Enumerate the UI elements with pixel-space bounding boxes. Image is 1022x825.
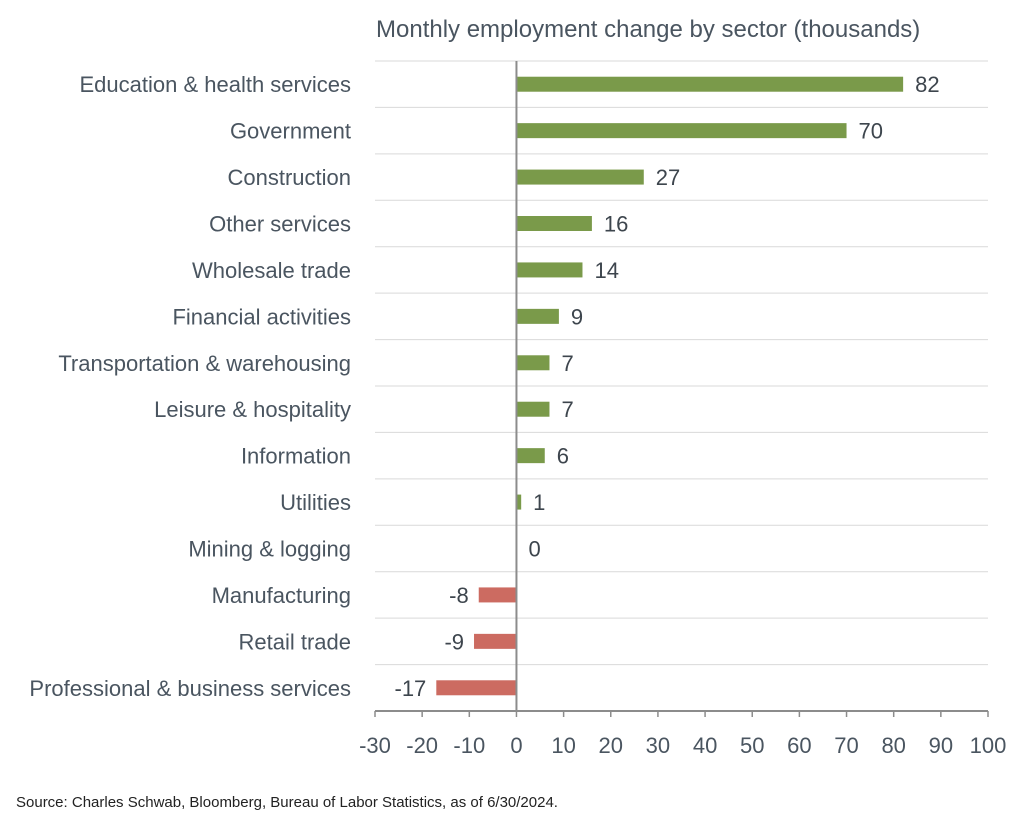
bar (516, 216, 592, 231)
category-label: Leisure & hospitality (154, 397, 351, 422)
bar (436, 680, 517, 696)
category-label: Retail trade (238, 629, 351, 654)
data-label: 70 (859, 119, 883, 144)
category-label: Manufacturing (212, 583, 351, 608)
x-tick-label: 80 (881, 733, 905, 758)
x-tick-label: 40 (693, 733, 717, 758)
data-label: 27 (656, 165, 680, 190)
category-label: Construction (227, 165, 351, 190)
bar (478, 587, 517, 603)
gridlines (375, 60, 988, 666)
category-label: Government (230, 119, 351, 144)
category-label: Utilities (280, 490, 351, 515)
x-tick-label: 70 (834, 733, 858, 758)
bar (516, 448, 545, 464)
data-label: -8 (449, 583, 469, 608)
x-tick-label: 60 (787, 733, 811, 758)
data-label: 7 (561, 397, 573, 422)
source-note: Source: Charles Schwab, Bloomberg, Burea… (16, 794, 558, 811)
bar (474, 633, 517, 649)
category-label: Information (241, 444, 351, 469)
x-tick-label: 100 (970, 733, 1007, 758)
data-label: 82 (915, 72, 939, 97)
bar (516, 123, 847, 139)
category-label: Other services (209, 212, 351, 237)
data-label: 6 (557, 444, 569, 469)
bar (516, 169, 644, 185)
labels: Education & health services 82 Government 7… (29, 72, 1006, 758)
x-tick-label: -30 (359, 733, 391, 758)
data-label: 0 (528, 537, 540, 562)
bar (516, 401, 550, 417)
bar (516, 308, 559, 324)
category-label: Transportation & warehousing (58, 351, 351, 376)
data-label: -17 (395, 676, 427, 701)
data-label: 16 (604, 212, 628, 237)
bar (516, 355, 550, 371)
chart-title: Monthly employment change by sector (tho… (376, 16, 920, 43)
x-tick-label: 30 (646, 733, 670, 758)
x-tick-label: 0 (510, 733, 522, 758)
category-label: Education & health services (80, 72, 352, 97)
bar (516, 262, 583, 278)
x-tick-label: -20 (406, 733, 438, 758)
category-label: Wholesale trade (192, 258, 351, 283)
x-tick-label: 50 (740, 733, 764, 758)
data-label: 14 (594, 258, 618, 283)
category-label: Professional & business services (29, 676, 351, 701)
x-tick-label: 90 (929, 733, 953, 758)
category-label: Financial activities (172, 304, 351, 329)
data-label: 1 (533, 490, 545, 515)
data-label: -9 (444, 629, 464, 654)
bar (516, 76, 904, 92)
axes (374, 61, 989, 717)
data-label: 7 (561, 351, 573, 376)
x-tick-label: 20 (599, 733, 623, 758)
category-label: Mining & logging (188, 537, 351, 562)
bar (516, 494, 522, 510)
x-tick-label: 10 (551, 733, 575, 758)
bars (436, 76, 904, 696)
data-label: 9 (571, 304, 583, 329)
x-tick-label: -10 (453, 733, 485, 758)
